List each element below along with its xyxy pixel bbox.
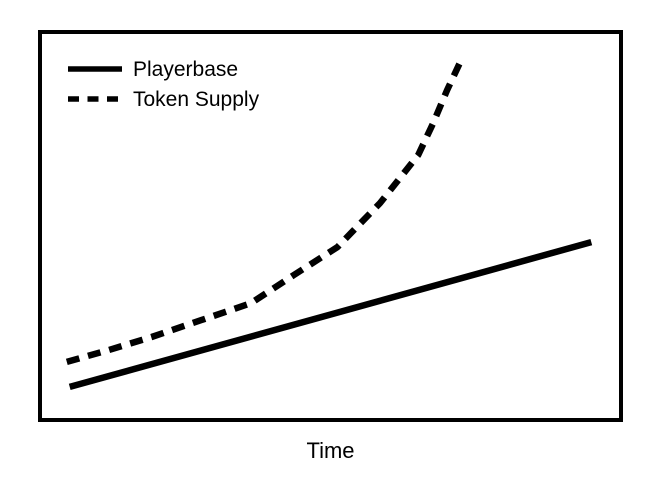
- series-line-playerbase: [68, 238, 593, 391]
- series-line-token-supply: [65, 61, 463, 366]
- dashed-line-swatch-icon: [68, 96, 122, 102]
- plot-area: [65, 61, 593, 391]
- legend: Playerbase Token Supply: [68, 54, 259, 114]
- legend-item-playerbase: Playerbase: [68, 54, 259, 84]
- legend-item-token-supply: Token Supply: [68, 84, 259, 114]
- x-axis-label: Time: [306, 438, 355, 463]
- legend-label-playerbase: Playerbase: [133, 57, 239, 81]
- plot-frame: Playerbase Token Supply: [38, 30, 623, 422]
- legend-label-token-supply: Token Supply: [133, 87, 260, 111]
- solid-line-swatch-icon: [68, 66, 122, 72]
